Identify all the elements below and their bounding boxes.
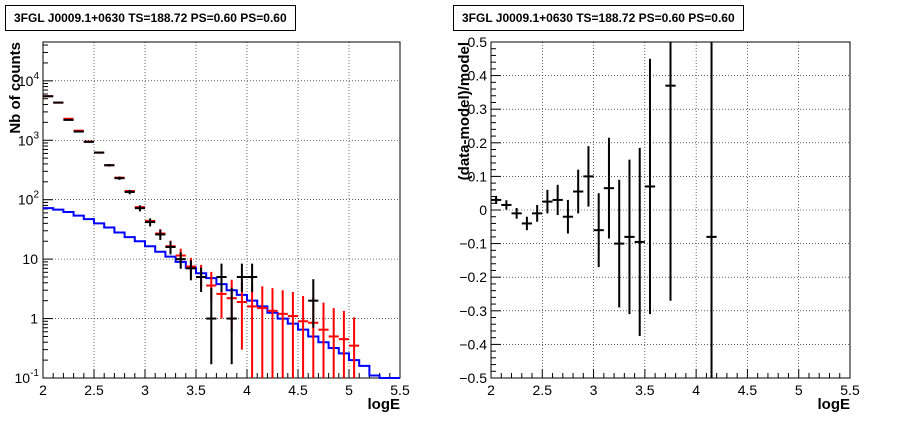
x-tick-label: 5.5 (840, 382, 860, 398)
y-tick-label: 0.4 (468, 68, 488, 84)
y-tick-label: 102 (18, 190, 40, 208)
y-tick-label: 1 (30, 311, 38, 327)
left-plot-title: 3FGL J0009.1+0630 TS=188.72 PS=0.60 PS=0… (5, 5, 296, 31)
y-tick-label: −0.3 (459, 303, 487, 319)
right-plot: 2 2.5 3 3.5 4 4.5 5 5.5 −0.5 −0.4 −0.3 −0.2 −0.1 0 0.1… (456, 34, 860, 413)
x-tick-label: 2.5 (533, 382, 553, 398)
y-tick-label: −0.4 (459, 336, 487, 352)
x-tick-label: 5 (795, 382, 803, 398)
x-axis-label: logE (368, 396, 401, 413)
y-tick-label: 103 (18, 130, 40, 148)
y-axis-label: (data-model)/model (456, 42, 473, 180)
y-tick-label: 0.2 (468, 135, 488, 151)
x-tick-label: 3 (590, 382, 598, 398)
y-axis-label: Nb of counts (7, 42, 24, 134)
y-tick-label: 0.5 (468, 34, 488, 50)
x-axis-label: logE (818, 396, 851, 413)
x-tick-label: 5 (345, 382, 353, 398)
x-tick-label: 5.5 (390, 382, 410, 398)
y-tick-label: −0.1 (459, 236, 487, 252)
y-tick-label: 104 (18, 71, 40, 89)
x-tick-label: 3.5 (635, 382, 655, 398)
right-plot-title: 3FGL J0009.1+0630 TS=188.72 PS=0.60 PS=0… (453, 5, 744, 31)
x-tick-label: 2 (39, 382, 47, 398)
x-tick-label: 3.5 (186, 382, 206, 398)
x-tick-label: 4.5 (288, 382, 308, 398)
y-tick-label: 10-1 (15, 368, 40, 386)
y-tick-label: 0.3 (468, 101, 488, 117)
y-tick-label: −0.5 (459, 370, 487, 386)
y-tick-label: 0.1 (468, 168, 488, 184)
left-plot: 2 2.5 3 3.5 4 4.5 5 5.5 10-1 1 10 102 103 104 logE Nb o… (7, 41, 410, 413)
x-tick-label: 2 (487, 382, 495, 398)
x-tick-label: 4.5 (738, 382, 758, 398)
plot-frame (42, 41, 401, 379)
x-tick-label: 2.5 (84, 382, 104, 398)
y-tick-label: 10 (22, 251, 38, 267)
x-tick-label: 4 (692, 382, 700, 398)
blue-model-histogram (43, 207, 400, 379)
y-tick-label: −0.2 (459, 269, 487, 285)
x-tick-label: 3 (141, 382, 149, 398)
y-tick-label: 0 (479, 202, 487, 218)
x-tick-label: 4 (243, 382, 251, 398)
